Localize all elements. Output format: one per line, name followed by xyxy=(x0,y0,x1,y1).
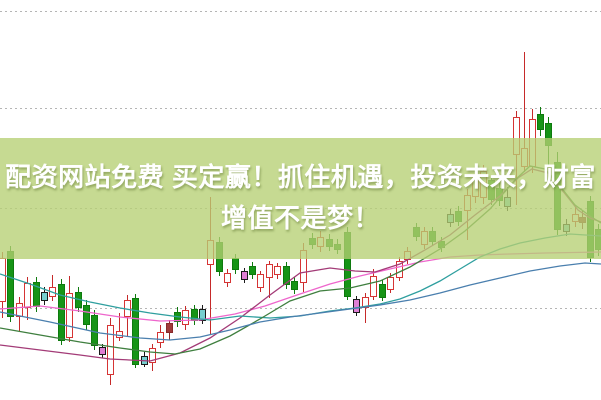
candle-body xyxy=(132,298,139,365)
candle-body xyxy=(83,305,90,325)
candle-body xyxy=(24,283,31,308)
candle-body xyxy=(107,325,114,375)
candle-body xyxy=(16,303,23,317)
ad-banner[interactable]: 配资网站免费 买定赢！抓住机遇，投资未来，财富 增值不是梦！ xyxy=(0,138,601,259)
candle-body xyxy=(191,309,198,321)
gridline xyxy=(0,108,601,109)
candle-body xyxy=(7,251,14,317)
ad-banner-line1: 配资网站免费 买定赢！抓住机遇，投资未来，财富 xyxy=(5,162,596,192)
gridline xyxy=(0,11,601,12)
candle-body xyxy=(396,261,403,278)
candle-body xyxy=(257,274,264,288)
candle-body xyxy=(166,323,173,333)
candle-body xyxy=(249,266,256,275)
candle-body xyxy=(99,347,106,355)
gridline xyxy=(0,308,601,309)
candle-body xyxy=(49,287,56,297)
candle-body xyxy=(266,264,273,278)
candle-body xyxy=(379,284,386,298)
ad-banner-text: 配资网站免费 买定赢！抓住机遇，投资未来，财富 增值不是梦！ xyxy=(0,157,601,239)
candle-body xyxy=(66,293,73,338)
candle-body xyxy=(33,282,40,307)
candle-body xyxy=(232,258,239,270)
candle-body xyxy=(182,310,189,325)
candle-body xyxy=(58,284,65,341)
candle-body xyxy=(75,292,82,308)
candle-body xyxy=(387,277,394,290)
candle-body xyxy=(224,273,231,283)
candle-body xyxy=(274,266,281,275)
candle-body xyxy=(283,266,290,285)
candle-body xyxy=(141,356,148,365)
candle-body xyxy=(353,299,360,313)
candle-body xyxy=(362,297,369,308)
candle-body xyxy=(157,332,164,343)
ad-banner-line2: 增值不是梦！ xyxy=(220,203,380,233)
candle-body xyxy=(241,271,248,280)
candle-body xyxy=(116,331,123,338)
candle-body xyxy=(291,281,298,290)
candle-body xyxy=(537,114,544,130)
candle-body xyxy=(174,312,181,322)
candle-body xyxy=(149,348,156,363)
candle-body xyxy=(124,300,131,317)
candle-body xyxy=(91,315,98,346)
candle-body xyxy=(370,276,377,297)
candle-body xyxy=(41,292,48,301)
candle-body xyxy=(0,258,6,302)
candle-wick xyxy=(524,52,525,172)
candle-body xyxy=(199,309,206,321)
